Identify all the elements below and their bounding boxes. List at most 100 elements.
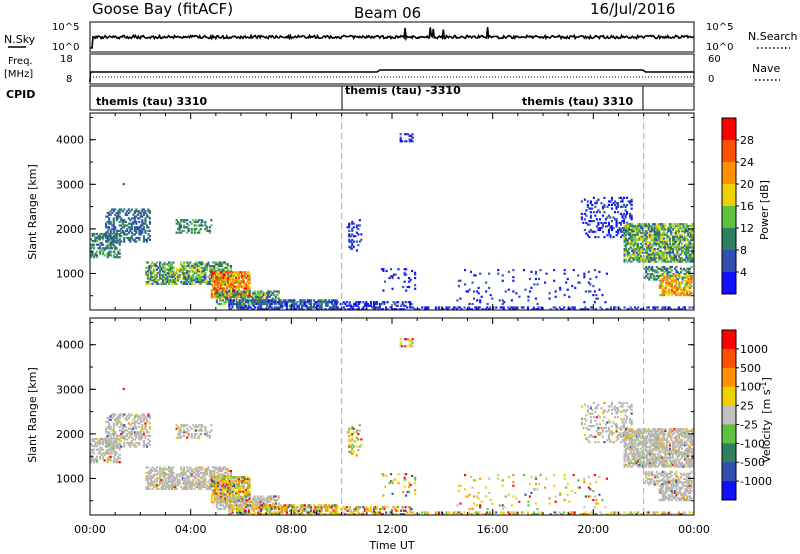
power-cell bbox=[641, 228, 644, 231]
power-cell bbox=[126, 233, 129, 236]
power-cell bbox=[682, 223, 685, 226]
power-cell bbox=[646, 224, 649, 228]
power-cell bbox=[360, 233, 363, 236]
power-cell bbox=[91, 250, 94, 253]
power-cell bbox=[199, 277, 202, 280]
power-cell bbox=[225, 271, 229, 274]
power-cell bbox=[662, 246, 665, 249]
power-cell bbox=[199, 219, 202, 222]
power-cell bbox=[625, 228, 628, 231]
power-cell bbox=[411, 136, 414, 139]
power-cell bbox=[230, 292, 234, 295]
velocity-cell bbox=[227, 490, 230, 493]
power-cell bbox=[278, 306, 281, 309]
velocity-cell bbox=[181, 487, 184, 490]
power-cell bbox=[680, 249, 684, 252]
power-cell bbox=[237, 308, 240, 311]
velocity-cell bbox=[207, 486, 210, 489]
power-cell bbox=[643, 258, 646, 261]
velocity-cell bbox=[195, 480, 198, 483]
power-cell bbox=[670, 285, 673, 288]
power-cell bbox=[106, 238, 109, 241]
velocity-cell bbox=[366, 509, 369, 512]
power-cell bbox=[243, 297, 246, 300]
velocity-cell bbox=[195, 477, 198, 480]
power-cell bbox=[637, 230, 640, 233]
power-cell bbox=[108, 238, 111, 241]
power-cell bbox=[224, 283, 227, 286]
power-cell bbox=[345, 304, 348, 307]
velocity-cell bbox=[166, 477, 169, 480]
power-cell bbox=[310, 308, 313, 311]
power-cell bbox=[437, 308, 440, 311]
power-cell bbox=[685, 279, 689, 282]
velocity-cell bbox=[168, 484, 171, 487]
velocity-cell bbox=[235, 485, 238, 488]
velocity-cell bbox=[105, 427, 108, 430]
power-cell bbox=[634, 228, 637, 231]
power-cell bbox=[109, 222, 112, 225]
velocity-cell bbox=[241, 479, 244, 482]
velocity-cell bbox=[325, 507, 328, 511]
power-cell bbox=[178, 226, 181, 229]
velocity-cell bbox=[274, 502, 277, 505]
power-cell bbox=[536, 302, 539, 306]
power-cell bbox=[263, 302, 266, 306]
power-cell bbox=[690, 255, 693, 258]
power-cell bbox=[260, 304, 263, 307]
power-cell bbox=[524, 288, 527, 291]
power-cell bbox=[668, 249, 671, 252]
power-cell bbox=[111, 240, 114, 243]
power-cell bbox=[665, 260, 668, 263]
velocity-cell bbox=[225, 488, 229, 491]
power-cell bbox=[626, 203, 629, 207]
velocity-cell bbox=[160, 480, 163, 483]
power-cell bbox=[632, 246, 635, 249]
power-cell bbox=[108, 236, 111, 239]
power-cell bbox=[399, 138, 402, 141]
power-cell bbox=[640, 255, 643, 258]
power-cell bbox=[325, 304, 328, 307]
power-cell bbox=[629, 224, 632, 228]
power-cell bbox=[401, 302, 404, 306]
velocity-cell bbox=[258, 497, 261, 500]
velocity-cell bbox=[109, 434, 112, 437]
power-cell bbox=[105, 231, 108, 234]
power-cell bbox=[351, 308, 354, 311]
velocity-cell bbox=[271, 497, 274, 500]
power-cell bbox=[198, 265, 201, 268]
velocity-cell bbox=[115, 439, 118, 442]
power-cell bbox=[293, 306, 296, 309]
power-cell bbox=[408, 138, 411, 141]
power-cell bbox=[193, 231, 196, 234]
power-cell bbox=[629, 237, 632, 240]
power-cell bbox=[501, 299, 504, 302]
power-cell bbox=[609, 234, 612, 237]
velocity-cell bbox=[211, 473, 214, 476]
power-cell bbox=[668, 246, 671, 249]
velocity-cell bbox=[261, 495, 264, 498]
power-cell bbox=[638, 246, 641, 249]
power-cell bbox=[132, 222, 135, 225]
power-cell bbox=[689, 279, 692, 282]
velocity-cell bbox=[149, 471, 153, 474]
velocity-cell bbox=[320, 506, 323, 509]
power-cell bbox=[306, 306, 310, 309]
power-cell bbox=[671, 235, 675, 238]
velocity-cell bbox=[252, 509, 255, 512]
power-cell bbox=[637, 257, 640, 260]
velocity-cell bbox=[130, 436, 133, 439]
velocity-cell bbox=[149, 470, 153, 473]
velocity-cell bbox=[273, 513, 276, 516]
velocity-cell bbox=[162, 486, 165, 489]
power-cell bbox=[204, 265, 207, 268]
velocity-cell bbox=[215, 495, 218, 498]
velocity-cell bbox=[126, 438, 129, 441]
velocity-cell bbox=[338, 513, 341, 516]
power-cell bbox=[242, 306, 245, 309]
power-cell bbox=[661, 253, 664, 256]
velocity-cell bbox=[329, 506, 332, 509]
velocity-cell bbox=[362, 513, 365, 516]
power-cell bbox=[679, 226, 682, 229]
